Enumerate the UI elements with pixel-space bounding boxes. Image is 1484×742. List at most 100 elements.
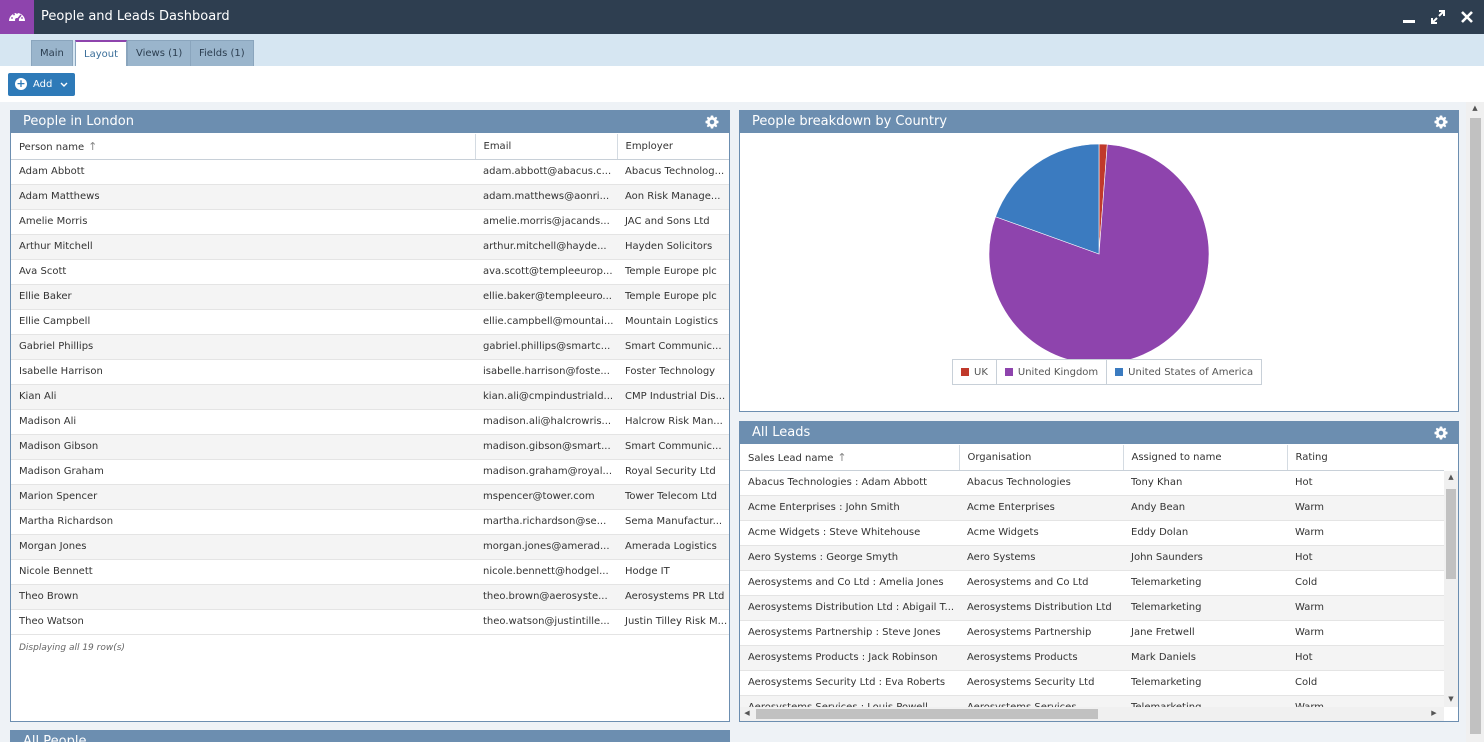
scroll-down-icon[interactable]: ▼ (1448, 695, 1454, 703)
assigned-to-cell: Jane Fretwell (1123, 620, 1287, 646)
email-cell: adam.matthews@aonri... (475, 184, 617, 210)
scrollbar-thumb[interactable] (1446, 489, 1456, 579)
table-row[interactable]: Kian Ali kian.ali@cmpindustriald... CMP In… (11, 384, 729, 410)
column-header-employer[interactable]: Employer (617, 134, 729, 160)
sales-lead-name-cell: Abacus Technologies : Adam Abbott (740, 470, 959, 496)
scroll-right-icon[interactable]: ▶ (1431, 709, 1437, 717)
legend-item[interactable]: United States of America (1107, 360, 1261, 384)
gear-icon[interactable] (1434, 115, 1448, 129)
employer-cell: Hodge IT (617, 559, 729, 585)
close-icon[interactable] (1459, 9, 1475, 25)
table-row[interactable]: Ava Scott ava.scott@templeeurop... Temple … (11, 259, 729, 285)
sales-lead-name-cell: Aerosystems Partnership : Steve Jones (740, 620, 959, 646)
scroll-up-icon[interactable]: ▲ (1448, 473, 1454, 481)
legend-item[interactable]: United Kingdom (997, 360, 1108, 384)
organisation-cell: Aerosystems Products (959, 645, 1123, 671)
table-row[interactable]: Aerosystems Distribution Ltd : Abigail T… (740, 595, 1444, 621)
table-row[interactable]: Isabelle Harrison isabelle.harrison@foste… (11, 359, 729, 385)
table-row[interactable]: Madison Ali madison.ali@halcrowris... Halc… (11, 409, 729, 435)
legend-label: United Kingdom (1017, 366, 1099, 378)
employer-cell: Smart Communic... (617, 334, 729, 360)
table-row[interactable]: Aerosystems Services : Louis PowellAeros… (740, 695, 1444, 707)
table-row[interactable]: Theo Watson theo.watson@justintille... Jus… (11, 609, 729, 635)
pie-slice[interactable] (995, 143, 1100, 255)
email-cell: madison.graham@royal... (475, 459, 617, 485)
table-row[interactable]: Ellie Baker ellie.baker@templeeuro... Temp… (11, 284, 729, 310)
table-row[interactable]: Acme Widgets : Steve Whitehouse Acme Widg… (740, 520, 1444, 546)
column-header-sales-lead-name[interactable]: Sales Lead name ↑ (740, 445, 960, 471)
maximize-icon[interactable] (1430, 9, 1446, 25)
scroll-left-icon[interactable]: ◀ (744, 709, 750, 717)
table-row[interactable]: Aerosystems Products : Jack Robinson Aero… (740, 645, 1444, 671)
employer-cell: Royal Security Ltd (617, 459, 729, 485)
column-header-assigned-to-name[interactable]: Assigned to name (1123, 445, 1288, 471)
person-name-cell: Adam Matthews (11, 184, 475, 210)
person-name-cell: Ava Scott (11, 259, 475, 285)
organisation-cell: Aerosystems Services (959, 695, 1123, 707)
rating-cell: Cold (1287, 670, 1444, 696)
add-button[interactable]: + Add (8, 73, 75, 96)
employer-cell: Foster Technology (617, 359, 729, 385)
gear-icon[interactable] (705, 115, 719, 129)
email-cell: theo.brown@aerosyste... (475, 584, 617, 610)
leads-horizontal-scrollbar[interactable]: ◀ ▶ (740, 707, 1444, 721)
all-leads-panel: All Leads Sales Lead name ↑ Organisation … (739, 421, 1459, 722)
table-row[interactable]: Madison Graham madison.graham@royal... Roy… (11, 459, 729, 485)
person-name-cell: Nicole Bennett (11, 559, 475, 585)
add-button-label: Add (33, 79, 53, 90)
table-row[interactable]: Marion Spencer mspencer@tower.com Tower Te… (11, 484, 729, 510)
scrollbar-thumb[interactable] (1470, 118, 1481, 734)
legend-swatch (1115, 368, 1124, 376)
table-row[interactable]: Aero Systems : George Smyth Aero Systems J… (740, 545, 1444, 571)
email-cell: ellie.campbell@mountai... (475, 309, 617, 335)
scroll-up-icon[interactable]: ▲ (1472, 104, 1478, 112)
tab-views[interactable]: Views (1) (127, 40, 192, 66)
tab-main[interactable]: Main (31, 40, 73, 66)
table-row[interactable]: Aerosystems Security Ltd : Eva Roberts Ae… (740, 670, 1444, 696)
person-name-cell: Isabelle Harrison (11, 359, 475, 385)
table-row[interactable]: Martha Richardson martha.richardson@se...… (11, 509, 729, 535)
column-header-rating[interactable]: Rating (1287, 445, 1444, 471)
table-row[interactable]: Gabriel Phillips gabriel.phillips@smartc.… (11, 334, 729, 360)
table-row[interactable]: Morgan Jones morgan.jones@amerad... Amerad… (11, 534, 729, 560)
page-vertical-scrollbar[interactable]: ▲ (1466, 102, 1484, 742)
gear-icon[interactable] (1434, 426, 1448, 440)
table-row[interactable]: Theo Brown theo.brown@aerosyste... Aerosys… (11, 584, 729, 610)
tab-strip: Main Layout Views (1) Fields (1) (0, 34, 1484, 67)
table-row[interactable]: Adam Matthews adam.matthews@aonri... Aon R… (11, 184, 729, 210)
legend-swatch (961, 368, 969, 376)
rating-cell: Hot (1287, 470, 1444, 496)
minimize-icon[interactable] (1401, 9, 1417, 25)
table-row[interactable]: Adam Abbott adam.abbott@abacus.c... Abacus… (11, 159, 729, 185)
leads-vertical-scrollbar[interactable]: ▲ ▼ (1444, 471, 1458, 707)
chevron-down-icon (60, 73, 68, 106)
table-row[interactable]: Nicole Bennett nicole.bennett@hodgel... Ho… (11, 559, 729, 585)
people-table: Person name ↑ Email Employer Adam Abbott a… (11, 134, 729, 635)
table-row[interactable]: Aerosystems Partnership : Steve Jones Aer… (740, 620, 1444, 646)
panel-title: All Leads (752, 425, 811, 440)
legend-item[interactable]: UK (953, 360, 997, 384)
rating-cell: Warm (1287, 595, 1444, 621)
table-row[interactable]: Aerosystems and Co Ltd : Amelia Jones Aer… (740, 570, 1444, 596)
email-cell: ellie.baker@templeeuro... (475, 284, 617, 310)
scrollbar-thumb[interactable] (756, 709, 1098, 719)
sales-lead-name-cell: Aerosystems and Co Ltd : Amelia Jones (740, 570, 959, 596)
table-row[interactable]: Ellie Campbell ellie.campbell@mountai... M… (11, 309, 729, 335)
sort-ascending-icon: ↑ (837, 450, 847, 464)
table-row[interactable]: Abacus Technologies : Adam Abbott Abacus … (740, 470, 1444, 496)
tab-fields[interactable]: Fields (1) (190, 40, 254, 66)
column-header-person-name[interactable]: Person name ↑ (11, 134, 476, 160)
column-header-email[interactable]: Email (475, 134, 618, 160)
email-cell: kian.ali@cmpindustriald... (475, 384, 617, 410)
table-row[interactable]: Arthur Mitchell arthur.mitchell@hayde... H… (11, 234, 729, 260)
table-row[interactable]: Amelie Morris amelie.morris@jacands... JAC… (11, 209, 729, 235)
email-cell: martha.richardson@se... (475, 509, 617, 535)
assigned-to-cell: Telemarketing (1123, 595, 1287, 621)
all-people-panel: All People (10, 730, 730, 742)
panel-title: All People (23, 734, 87, 742)
table-row[interactable]: Acme Enterprises : John Smith Acme Enterp… (740, 495, 1444, 521)
toolbar: + Add (0, 66, 1484, 102)
tab-layout[interactable]: Layout (75, 40, 127, 67)
table-row[interactable]: Madison Gibson madison.gibson@smart... Sma… (11, 434, 729, 460)
column-header-organisation[interactable]: Organisation (959, 445, 1124, 471)
